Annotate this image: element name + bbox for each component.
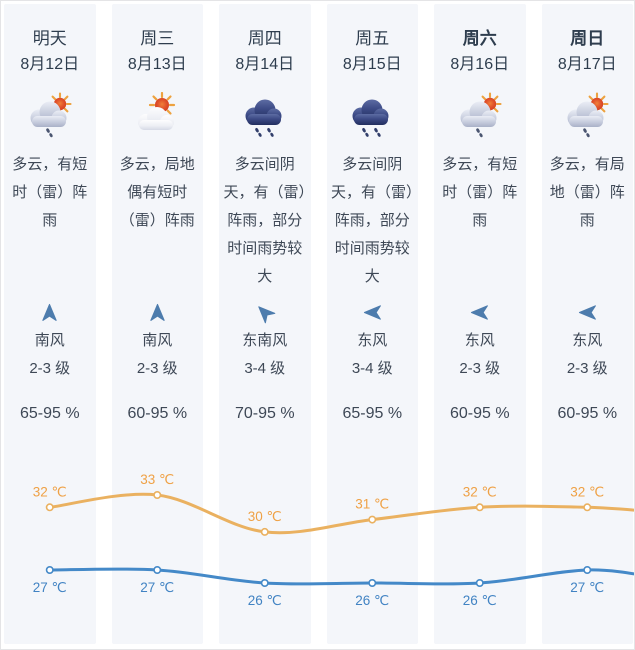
sun-cloud-icon <box>130 78 184 151</box>
forecast-grid: 明天 8月12日 多云，有短时（雷）阵雨 南风 <box>4 4 633 644</box>
humidity-range: 65-95 % <box>342 405 403 422</box>
high_temp-value-label: 32 ℃ <box>33 484 67 499</box>
temperature-chart: 32 ℃ 33 ℃ 30 ℃ 31 ℃ 32 ℃ 32 ℃ 27 ℃ 27 ℃ 26 ℃ 26 ℃… <box>33 472 634 608</box>
humidity-range: 60-95 % <box>127 405 188 422</box>
sun-shower-icon <box>23 78 77 151</box>
sun-shower-icon <box>560 78 614 151</box>
humidity-range: 65-95 % <box>19 405 80 422</box>
day-label: 周四 <box>247 29 282 48</box>
high_temp-data-point <box>368 515 377 524</box>
sun-shower-icon <box>453 78 507 151</box>
wind-direction-label: 东风 <box>357 332 388 349</box>
day-label: 周五 <box>355 29 390 48</box>
day-label: 明天 <box>32 29 67 48</box>
rain-icon <box>238 78 292 151</box>
wind-direction-arrow-icon <box>469 297 490 327</box>
date-label: 8月17日 <box>557 56 617 73</box>
forecast-column: 周四 8月14日 多云间阴天，有（雷）阵雨，部分时间雨势较大 东南风 3-4 级… <box>219 4 311 644</box>
high_temp-data-point <box>475 503 484 512</box>
wind-direction-arrow-icon <box>147 297 168 327</box>
wind-direction-arrow-icon <box>254 297 276 327</box>
low_temp-data-point <box>475 579 484 588</box>
date-label: 8月16日 <box>450 56 510 73</box>
low_temp-value-label: 26 ℃ <box>248 593 282 608</box>
forecast-column: 周三 8月13日 多云，局地偶有短时（雷）阵雨 南风 2-3 级 60-95 % <box>111 4 203 644</box>
humidity-range: 60-95 % <box>449 405 510 422</box>
high_temp-data-point <box>583 503 592 512</box>
wind-direction-label: 东南风 <box>242 332 288 349</box>
high_temp-value-label: 31 ℃ <box>355 497 389 512</box>
weather-description: 多云间阴天，有（雷）阵雨，部分时间雨势较大 <box>223 156 306 285</box>
low_temp-value-label: 27 ℃ <box>33 580 67 595</box>
date-label: 8月13日 <box>127 56 187 73</box>
high_temp-value-label: 33 ℃ <box>140 472 174 487</box>
low_temp-value-label: 26 ℃ <box>355 593 389 608</box>
weather-description: 多云，有短时（雷）阵雨 <box>442 156 518 229</box>
date-label: 8月14日 <box>235 56 295 73</box>
low_temp-value-label: 27 ℃ <box>140 580 174 595</box>
weather-description: 多云，有局地（雷）阵雨 <box>549 156 625 229</box>
high_temp-data-point <box>45 503 54 512</box>
weather-description: 多云，有短时（雷）阵雨 <box>12 156 88 229</box>
low_temp-data-point <box>153 566 162 575</box>
low_temp-data-point <box>260 579 269 588</box>
day-label: 周日 <box>570 29 605 48</box>
date-label: 8月15日 <box>342 56 402 73</box>
forecast-column: 周日 8月17日 多云，有局地（雷）阵雨 东风 <box>541 4 633 644</box>
wind-direction-label: 东风 <box>464 332 495 349</box>
day-label: 周六 <box>462 29 497 48</box>
wind-strength-label: 2-3 级 <box>29 360 71 377</box>
high_temp-data-point <box>260 527 269 536</box>
high_temp-line <box>48 492 634 535</box>
wind-strength-label: 2-3 级 <box>136 360 178 377</box>
wind-direction-label: 南风 <box>34 332 65 349</box>
high_temp-value-label: 32 ℃ <box>463 484 497 499</box>
wind-direction-label: 东风 <box>572 332 603 349</box>
low_temp-value-label: 27 ℃ <box>570 580 604 595</box>
high_temp-data-point <box>153 490 162 499</box>
weather-description: 多云间阴天，有（雷）阵雨，部分时间雨势较大 <box>330 156 414 285</box>
wind-direction-arrow-icon <box>362 297 383 327</box>
high_temp-value-label: 32 ℃ <box>570 484 604 499</box>
low_temp-data-point <box>583 566 592 575</box>
forecast-column: 周五 8月15日 多云间阴天，有（雷）阵雨，部分时间雨势较大 东风 3-4 级 … <box>326 4 418 644</box>
rain-icon <box>345 78 399 151</box>
humidity-range: 70-95 % <box>234 405 295 422</box>
wind-direction-arrow-icon <box>39 297 60 327</box>
high_temp-value-label: 30 ℃ <box>248 509 282 524</box>
wind-direction-label: 南风 <box>142 332 173 349</box>
low_temp-data-point <box>45 566 54 575</box>
wind-direction-arrow-icon <box>577 297 598 327</box>
wind-strength-label: 2-3 级 <box>459 360 501 377</box>
date-label: 8月12日 <box>20 56 80 73</box>
low_temp-line <box>48 567 634 586</box>
day-label: 周三 <box>140 29 175 48</box>
wind-strength-label: 3-4 级 <box>351 360 393 377</box>
humidity-range: 60-95 % <box>557 405 618 422</box>
forecast-column: 明天 8月12日 多云，有短时（雷）阵雨 南风 <box>4 4 96 644</box>
forecast-column: 周六 8月16日 多云，有短时（雷）阵雨 东风 <box>434 4 526 644</box>
wind-strength-label: 3-4 级 <box>244 360 286 377</box>
weather-description: 多云，局地偶有短时（雷）阵雨 <box>119 156 195 229</box>
low_temp-value-label: 26 ℃ <box>463 593 497 608</box>
low_temp-data-point <box>368 579 377 588</box>
wind-strength-label: 2-3 级 <box>566 360 608 377</box>
